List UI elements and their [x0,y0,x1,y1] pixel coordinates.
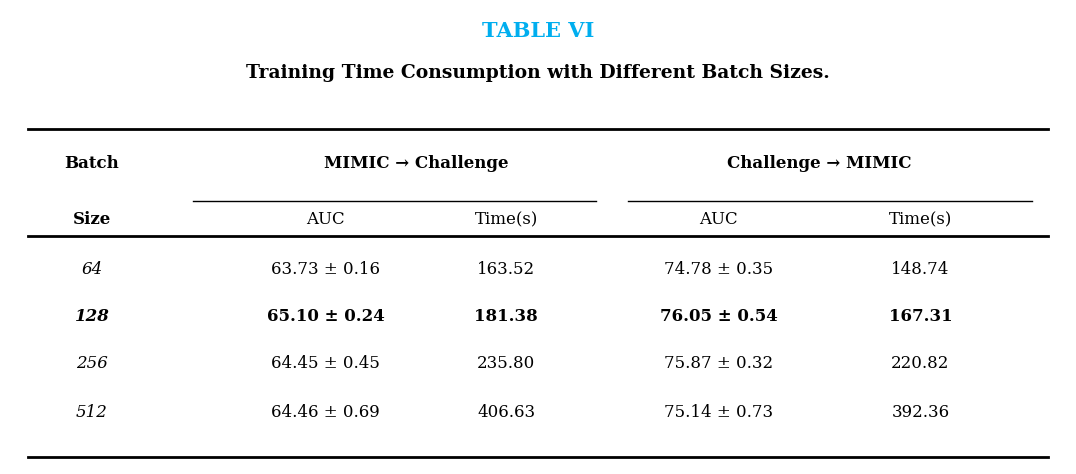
Text: 75.14 ± 0.73: 75.14 ± 0.73 [664,404,774,421]
Text: Time(s): Time(s) [889,211,952,228]
Text: 392.36: 392.36 [891,404,949,421]
Text: Size: Size [73,211,111,228]
Text: 75.87 ± 0.32: 75.87 ± 0.32 [664,355,774,372]
Text: 220.82: 220.82 [891,355,949,372]
Text: 63.73 ± 0.16: 63.73 ± 0.16 [271,261,380,278]
Text: 167.31: 167.31 [889,308,952,325]
Text: Training Time Consumption with Different Batch Sizes.: Training Time Consumption with Different… [246,64,830,82]
Text: AUC: AUC [307,211,345,228]
Text: 181.38: 181.38 [475,308,538,325]
Text: 74.78 ± 0.35: 74.78 ± 0.35 [664,261,774,278]
Text: Time(s): Time(s) [475,211,538,228]
Text: Challenge → MIMIC: Challenge → MIMIC [727,155,911,172]
Text: TABLE VI: TABLE VI [482,21,594,41]
Text: 406.63: 406.63 [477,404,535,421]
Text: 64.45 ± 0.45: 64.45 ± 0.45 [271,355,380,372]
Text: 65.10 ± 0.24: 65.10 ± 0.24 [267,308,384,325]
Text: 64.46 ± 0.69: 64.46 ± 0.69 [271,404,380,421]
Text: 64: 64 [82,261,102,278]
Text: MIMIC → Challenge: MIMIC → Challenge [324,155,508,172]
Text: 76.05 ± 0.54: 76.05 ± 0.54 [660,308,778,325]
Text: Batch: Batch [65,155,119,172]
Text: 512: 512 [76,404,108,421]
Text: 148.74: 148.74 [891,261,949,278]
Text: 128: 128 [74,308,110,325]
Text: 256: 256 [76,355,108,372]
Text: 163.52: 163.52 [477,261,535,278]
Text: 235.80: 235.80 [477,355,535,372]
Text: AUC: AUC [699,211,738,228]
